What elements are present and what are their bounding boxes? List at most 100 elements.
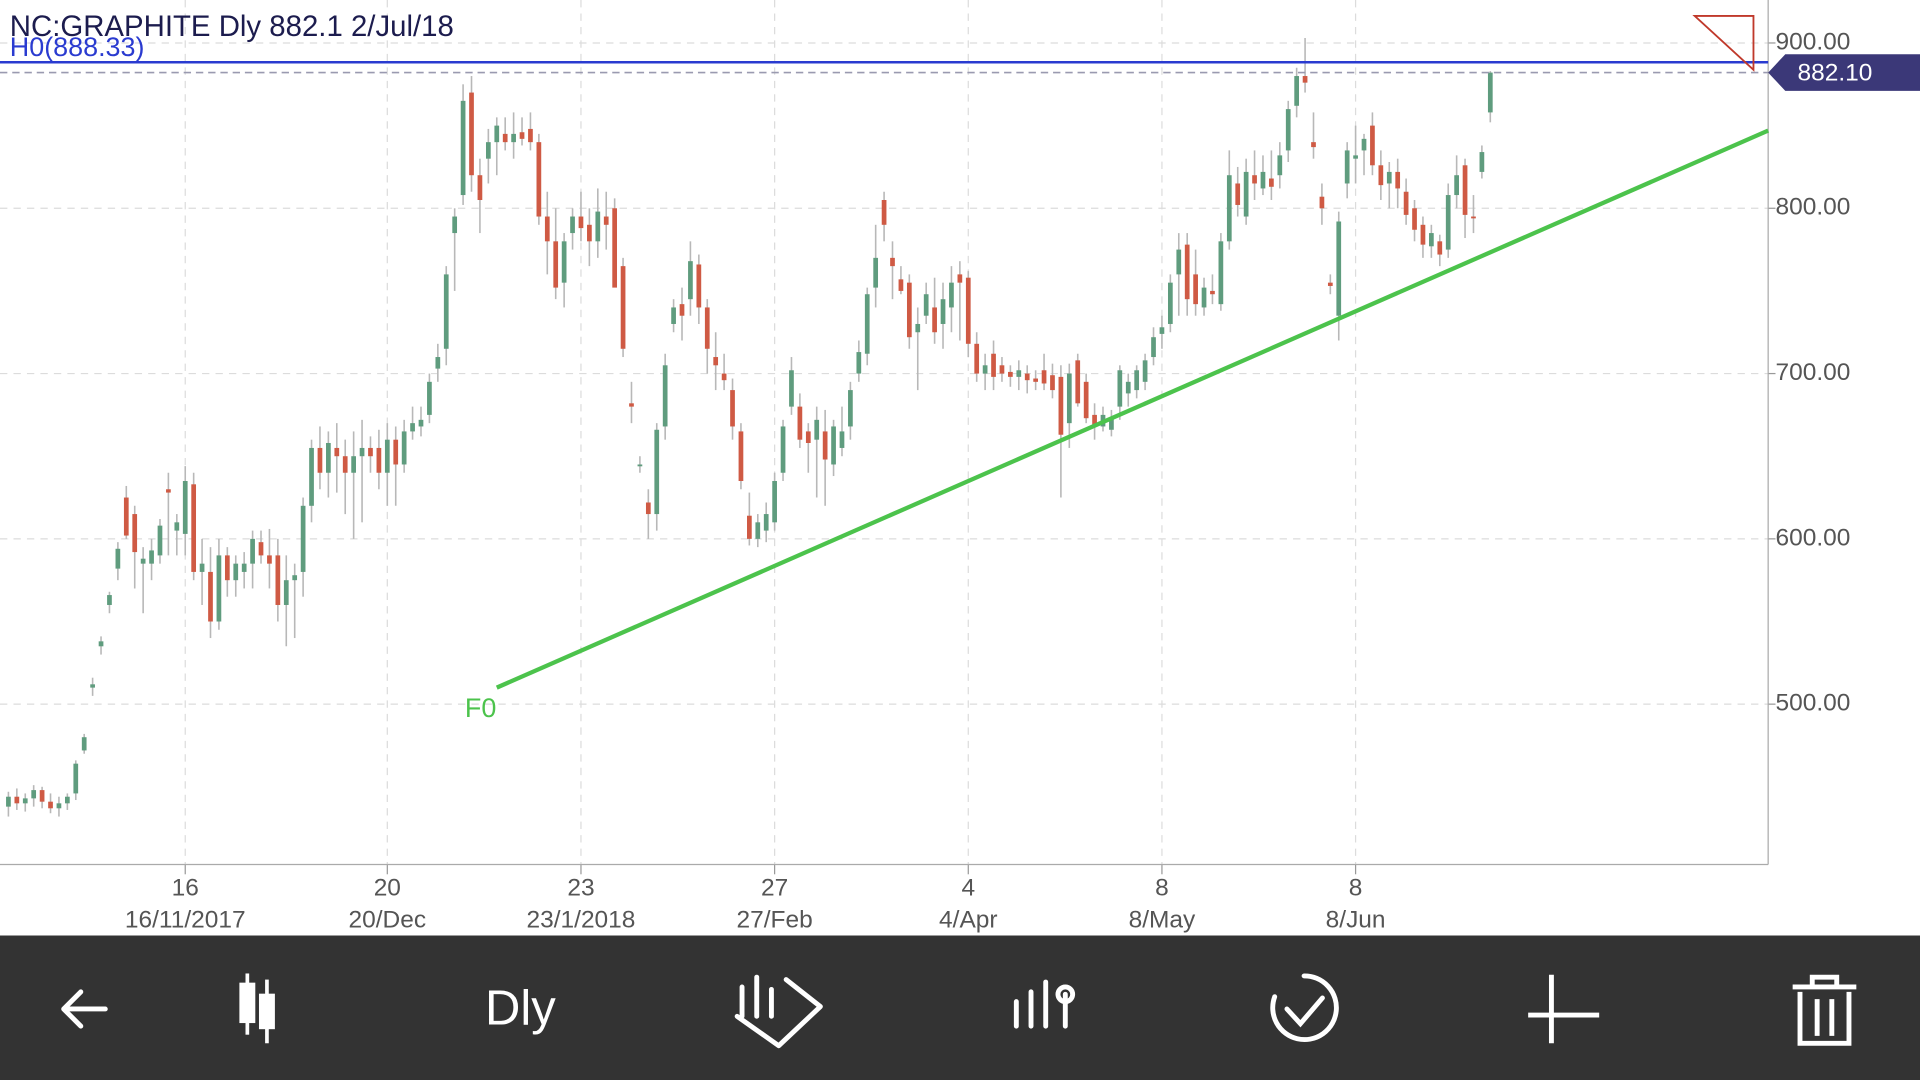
candle-body [317,447,323,473]
candle-body [721,373,727,381]
candle-body [258,542,264,556]
candle-body [1285,109,1291,151]
candle-body [1226,175,1232,242]
candle-body [595,211,601,242]
candle-body [334,447,340,457]
candle-body [645,502,651,515]
candle-body [1151,337,1156,358]
candle-body [1218,241,1224,305]
candle-body [629,403,634,407]
indicators-button[interactable] [1013,979,1076,1029]
candle-body [923,294,929,316]
candle-body [1201,287,1207,308]
candle-body [654,429,660,515]
x-tick-label: 27 [761,874,788,901]
candle-body [359,447,365,457]
candle-body [115,548,121,569]
candle-body [342,456,348,473]
candle-body [797,406,803,440]
candle-body [123,497,129,536]
candle-body [519,132,525,139]
candle-body [48,801,53,809]
candle-body [292,575,298,581]
candle-body [1412,208,1417,230]
candle-body [1386,171,1392,184]
candle-body [536,142,542,217]
candle-body [991,353,996,377]
candle-body [747,515,752,539]
candle-body [166,489,171,493]
candle-body [443,274,449,349]
candle-body [1092,414,1097,427]
chart-type-button[interactable] [239,973,275,1044]
candle-body [1454,175,1459,196]
candle-body [1041,370,1047,384]
candle-body [1033,378,1038,382]
candle-body [494,125,500,143]
candle-body [1311,142,1316,148]
candle-body [410,423,415,432]
candle-body [974,343,980,374]
candle-body [1083,381,1089,419]
candle-body [856,352,862,374]
candle-body [738,431,744,482]
candle-body [140,558,146,564]
candle-body [1235,183,1241,205]
candle-body [789,370,794,407]
candle-body [755,522,761,539]
candle-body [1075,360,1081,404]
candle-body [730,390,735,427]
candle-body [1344,150,1350,184]
candle-body [881,200,887,225]
candle-body [965,277,971,344]
candle-body [780,426,786,473]
candle-body [300,505,306,572]
candle-body [427,381,432,415]
x-tick-label: 4 [961,874,975,901]
candle-body [1479,152,1485,172]
candle-body [1403,191,1409,215]
candle-body [578,216,584,229]
x-tick-date: 27/Feb [737,906,813,933]
x-tick-date: 16/11/2017 [125,906,246,933]
candle-body [22,798,28,804]
candle-body [553,241,559,288]
alert-icon[interactable] [1692,15,1755,72]
candle-body [814,419,820,440]
candle-body [1487,72,1493,113]
candle-body [587,224,592,242]
candle-body [1429,233,1434,247]
candle-body [1193,274,1198,305]
candle-body [191,484,197,572]
delete-button[interactable] [1792,974,1857,1046]
candle-body [890,257,895,267]
candle-body [612,208,618,288]
candle-body [1445,195,1451,250]
apply-button[interactable] [1270,973,1339,1043]
candle-body [233,563,239,581]
candle-body [1142,360,1148,382]
candle-body [199,563,205,572]
candle-body [157,525,163,556]
x-tick-date: 20/Dec [349,906,427,933]
candle-body [56,803,62,809]
candle-body [182,481,188,534]
crosshair-button[interactable] [1528,974,1600,1044]
candle-body [250,538,255,564]
back-button[interactable] [61,989,108,1029]
trendline-label: F0 [465,693,496,723]
candle-body [772,481,777,523]
candle-body [6,796,11,807]
last-price-tag [1768,54,1920,91]
candle-body [368,447,373,457]
x-tick-label: 16 [172,874,199,901]
candle-body [704,307,710,349]
candle-body [713,357,719,366]
candle-body [283,580,289,605]
drawing-tools-button[interactable] [734,974,823,1049]
candle-body [216,555,222,622]
timeframe-button[interactable]: Dly [485,981,556,1035]
candle-body [662,365,668,427]
candle-body [544,216,550,242]
candle-body [932,307,937,333]
